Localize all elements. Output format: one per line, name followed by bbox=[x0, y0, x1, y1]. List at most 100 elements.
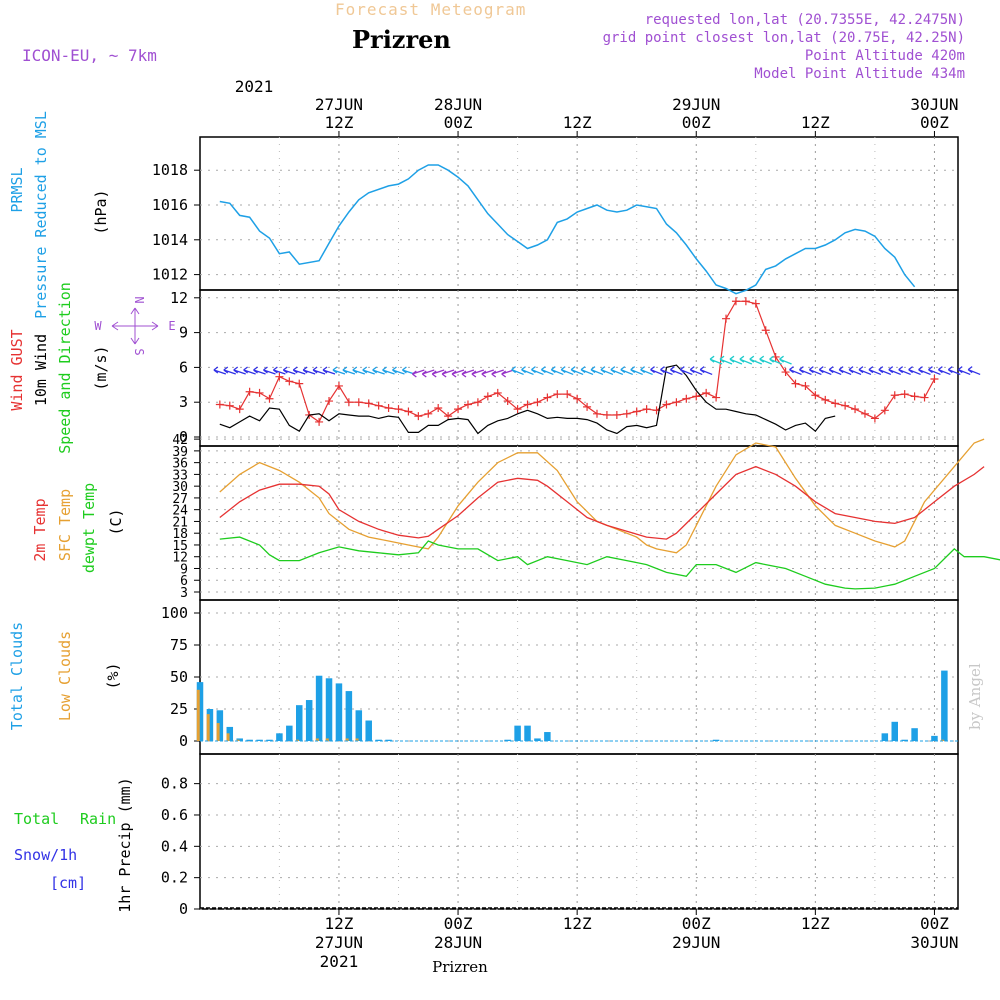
model-label: ICON-EU, ~ 7km bbox=[22, 46, 157, 65]
low-cloud-bar bbox=[236, 739, 240, 741]
temp-tick-label: 42 bbox=[172, 433, 188, 448]
wind-direction-arrow-icon bbox=[312, 366, 326, 375]
wind-tick-label: 9 bbox=[179, 324, 188, 342]
wind-direction-arrow-icon bbox=[858, 366, 872, 376]
gust-marker bbox=[245, 387, 254, 396]
wind-direction-arrow-icon bbox=[332, 366, 346, 375]
gust-marker bbox=[325, 397, 334, 406]
precip-tick-label: 0.6 bbox=[161, 806, 188, 824]
wind-direction-arrow-icon bbox=[342, 366, 356, 375]
gust-marker bbox=[225, 401, 234, 410]
total-cloud-bar bbox=[256, 739, 263, 741]
wind-direction-arrow-icon bbox=[421, 369, 435, 378]
gust-marker bbox=[920, 393, 929, 402]
precip-tick-label: 0.4 bbox=[161, 837, 188, 855]
total-cloud-bar bbox=[355, 710, 363, 741]
total-cloud-bar bbox=[196, 682, 204, 741]
wind-direction-arrow-icon bbox=[679, 366, 693, 376]
wind-direction-arrow-icon bbox=[362, 366, 375, 375]
total-cloud-bar bbox=[335, 683, 343, 741]
total-cloud-bar bbox=[206, 709, 214, 741]
wind-unit: (m/s) bbox=[92, 345, 110, 390]
gust-marker bbox=[463, 400, 472, 409]
wind-direction-arrow-icon bbox=[769, 355, 782, 365]
gust-marker bbox=[722, 314, 731, 323]
gust-marker bbox=[364, 399, 373, 408]
temp-tick-label: 15 bbox=[172, 539, 188, 554]
low-cloud-bar bbox=[355, 738, 359, 741]
top-date-label: 30JUN bbox=[910, 95, 958, 114]
gust-label: Wind GUST bbox=[8, 329, 26, 410]
total-cloud-bar bbox=[226, 726, 234, 741]
gust-marker bbox=[612, 410, 621, 419]
gust-marker bbox=[454, 405, 463, 414]
wind-direction-arrow-icon bbox=[818, 366, 832, 376]
gust-marker bbox=[692, 392, 701, 401]
gust-marker bbox=[821, 395, 830, 404]
bottom-hour-label: 00Z bbox=[682, 914, 711, 933]
temp-tick-label: 24 bbox=[172, 504, 188, 519]
temp-tick-label: 6 bbox=[180, 574, 188, 589]
gust-marker bbox=[870, 414, 879, 423]
gust-marker bbox=[851, 405, 860, 414]
wind-direction-arrow-icon bbox=[848, 366, 862, 376]
total-cloud-bar bbox=[365, 720, 372, 741]
precip-tick-label: 0.2 bbox=[161, 869, 188, 887]
gust-marker bbox=[473, 398, 482, 407]
bottom-date-label: 28JUN bbox=[434, 933, 482, 952]
total-cloud-bar bbox=[514, 725, 521, 741]
pressure-tick-label: 1018 bbox=[152, 161, 188, 179]
wind-direction-arrow-icon bbox=[699, 366, 713, 376]
clouds-unit: (%) bbox=[104, 662, 122, 689]
wind-direction-arrow-icon bbox=[689, 366, 703, 376]
gust-marker bbox=[315, 417, 324, 426]
gust-marker bbox=[662, 400, 671, 409]
pressure-panel: 1012 1014 1016 1018 bbox=[152, 136, 959, 291]
wind-direction-arrow-icon bbox=[908, 366, 921, 376]
wind-direction-arrow-icon bbox=[471, 369, 485, 378]
total-cloud-bar bbox=[524, 725, 531, 741]
top-date-label: 28JUN bbox=[434, 95, 482, 114]
gust-marker bbox=[444, 412, 453, 421]
wind-tick-label: 6 bbox=[179, 358, 188, 376]
wind-tick-label: 0 bbox=[179, 428, 188, 446]
gust-marker bbox=[434, 404, 443, 412]
total-cloud-bar bbox=[305, 700, 313, 741]
gust-marker bbox=[493, 388, 502, 397]
pressure-frame bbox=[199, 136, 959, 291]
wind-direction-arrow-icon bbox=[828, 366, 842, 376]
gust-marker bbox=[424, 409, 433, 418]
wind-label: 10m Wind bbox=[32, 334, 50, 406]
snow-unit-label: [cm] bbox=[50, 874, 86, 892]
gust-marker bbox=[285, 377, 294, 386]
gust-marker bbox=[255, 388, 264, 397]
total-clouds-label: Total Clouds bbox=[8, 622, 26, 730]
wind-panel: 0 3 6 9 12 bbox=[170, 289, 959, 447]
compass-icon bbox=[111, 307, 159, 345]
wind-direction-arrow-icon bbox=[928, 366, 941, 376]
dewpt-label: dewpt Temp bbox=[80, 483, 98, 573]
top-year-label: 2021 bbox=[235, 77, 274, 96]
total-cloud-bar bbox=[931, 735, 938, 741]
gust-marker bbox=[860, 409, 869, 418]
temp-frame bbox=[199, 445, 959, 601]
wind-direction-arrow-icon bbox=[531, 366, 544, 376]
gust-marker bbox=[384, 404, 393, 412]
total-cloud-bar bbox=[246, 739, 253, 741]
gust-marker bbox=[910, 392, 919, 401]
wind-direction-arrow-icon bbox=[223, 366, 236, 375]
wind-direction-arrow-icon bbox=[392, 366, 405, 375]
low-cloud-bar bbox=[196, 689, 200, 741]
wind-direction-arrow-icon bbox=[878, 366, 892, 376]
clouds-panel: 0 25 50 75 100 bbox=[161, 599, 959, 755]
low-cloud-bar bbox=[315, 738, 319, 741]
gust-marker bbox=[295, 379, 304, 388]
pressure-unit: (hPa) bbox=[92, 189, 110, 234]
wind-direction-arrow-icon bbox=[838, 366, 852, 376]
temp-tick-label: 27 bbox=[172, 492, 188, 507]
total-cloud-bar bbox=[901, 739, 908, 741]
wind-direction-arrow-icon bbox=[749, 355, 763, 365]
wind-direction-arrow-icon bbox=[322, 366, 336, 375]
gust-marker bbox=[533, 398, 542, 407]
